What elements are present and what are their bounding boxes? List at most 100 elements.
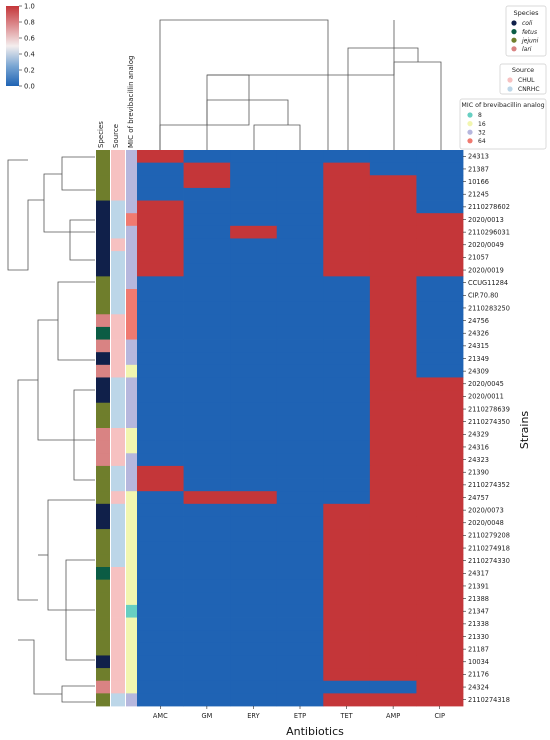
mic-cell [126,693,140,707]
mic-cell [126,440,140,454]
heatmap-cell [230,604,278,618]
source-cell [111,567,125,581]
species-cell [96,529,110,543]
heatmap-cell [416,592,464,606]
heatmap-cell [276,503,324,517]
heatmap-cell [183,238,231,252]
heatmap-cell [369,604,417,618]
heatmap-cell [369,187,417,201]
heatmap-cell [323,415,371,429]
mic-cell [126,200,140,214]
heatmap-cell [183,516,231,530]
heatmap-cell [276,402,324,416]
row-label: 2110283250 [468,304,510,312]
heatmap-cell [230,175,278,189]
species-cell [96,238,110,252]
mic-cell [126,541,140,555]
heatmap-cell [369,200,417,214]
mic-cell [126,276,140,290]
mic-cell [126,579,140,593]
heatmap-cell [323,491,371,505]
mic-cell [126,187,140,201]
source-legend-title: Source [512,66,534,74]
heatmap-cell [230,377,278,391]
heatmap-cell [183,567,231,581]
heatmap-cell [230,276,278,290]
heatmap-cell [137,390,184,404]
heatmap-cell [230,263,278,277]
species-legend-marker [511,29,517,35]
heatmap-cell [416,630,464,644]
heatmap-cell [183,301,231,315]
mic-cell [126,415,140,429]
heatmap-cell [137,668,184,682]
species-cell [96,642,110,656]
species-legend-label: lari [522,46,532,53]
column-label: ERY [247,712,260,720]
heatmap-cell [323,516,371,530]
source-cell [111,238,125,252]
species-cell [96,326,110,340]
source-cell [111,301,125,315]
row-label: 24329 [468,431,489,439]
x-axis-label: Antibiotics [286,725,344,738]
heatmap-cell [369,453,417,467]
mic-strip-label: MIC of brevibacillin analog [127,56,135,148]
mic-cell [126,263,140,277]
heatmap-cell [137,225,184,239]
colorbar-ticks: 0.0 0.2 0.4 0.6 0.8 1.0 [19,2,35,90]
species-cell [96,276,110,290]
row-label: 21349 [468,355,489,363]
heatmap-cell [137,162,184,176]
heatmap-cell [369,314,417,328]
row-label: 24315 [468,342,489,350]
heatmap-cell [183,162,231,176]
column-label: CIP [434,712,445,720]
heatmap-cell [183,187,231,201]
heatmap-cell [276,314,324,328]
row-dendrogram-link [43,173,95,233]
heatmap-cell [230,187,278,201]
source-cell [111,478,125,492]
row-dendrogram-link [7,159,44,271]
source-legend-frame [499,63,547,95]
heatmap-cell [369,440,417,454]
row-label: 21387 [468,165,489,173]
heatmap-cell [137,503,184,517]
column-dendrogram-link [159,74,250,150]
heatmap-cell [276,175,324,189]
mic-cell [126,289,140,303]
species-cell [96,579,110,593]
row-label: 2110274918 [468,544,510,552]
heatmap-cell [369,390,417,404]
heatmap-cell [276,592,324,606]
heatmap-cell [183,402,231,416]
colorbar-tick-label: 0.8 [24,18,35,26]
row-label: 2020/0045 [468,380,504,388]
column-label: TET [339,712,353,720]
heatmap-cell [276,453,324,467]
mic-cell [126,554,140,568]
source-cell [111,276,125,290]
row-label: 2110274330 [468,557,510,565]
heatmap-cell [276,301,324,315]
source-legend-label: CHUL [518,77,535,84]
species-cell [96,187,110,201]
heatmap-cell [276,377,324,391]
heatmap-cell [369,301,417,315]
heatmap-cell [183,491,231,505]
row-label: 2020/0013 [468,216,504,224]
heatmap-cell [323,225,371,239]
heatmap-cell [416,668,464,682]
heatmap-cell [183,579,231,593]
heatmap-cell [323,503,371,517]
source-strip-label: Source [112,124,120,148]
heatmap-cell [323,478,371,492]
heatmap-cell [369,415,417,429]
species-cell [96,428,110,442]
heatmap-cell [323,693,371,707]
heatmap-cell [369,592,417,606]
heatmap-cell [276,187,324,201]
species-cell [96,567,110,581]
